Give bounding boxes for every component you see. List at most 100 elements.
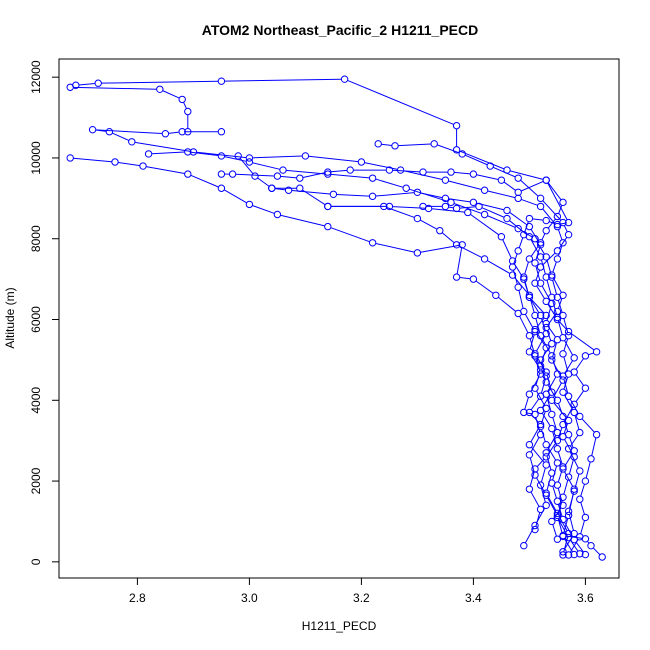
series-segment	[547, 303, 557, 318]
series-segment	[487, 260, 511, 274]
series-segment	[569, 437, 574, 448]
data-point	[324, 168, 332, 176]
data-point	[581, 384, 590, 392]
data-point	[508, 263, 517, 271]
series-segment	[224, 156, 247, 162]
series-segment	[509, 220, 528, 236]
data-point	[525, 331, 534, 340]
data-point	[391, 142, 399, 150]
data-point	[452, 146, 461, 154]
data-point	[559, 432, 567, 441]
series-segment	[557, 518, 563, 534]
data-point	[576, 495, 584, 503]
series-segment	[398, 143, 432, 147]
data-point	[564, 218, 573, 227]
data-point	[301, 152, 310, 160]
series-segment	[547, 447, 557, 461]
series-segment	[569, 398, 579, 414]
data-point	[128, 138, 136, 146]
data-point	[531, 259, 539, 267]
data-point	[469, 275, 478, 283]
series-segment	[536, 241, 545, 255]
series-segment	[441, 232, 455, 244]
series-segment	[580, 483, 585, 497]
series-segment	[487, 190, 516, 199]
data-point	[553, 535, 562, 543]
data-point	[189, 148, 198, 156]
series-segment	[535, 265, 541, 281]
data-point	[531, 471, 539, 479]
series-segment	[564, 360, 573, 374]
series-segment	[151, 151, 185, 155]
series-segment	[535, 247, 541, 261]
series-segment	[575, 374, 584, 386]
data-point	[542, 216, 550, 225]
series-segment	[386, 207, 415, 218]
series-segment	[574, 415, 580, 430]
data-point	[587, 455, 595, 463]
data-point	[525, 214, 534, 223]
data-point	[553, 445, 562, 453]
data-point	[503, 214, 511, 223]
series-segment	[78, 83, 96, 86]
series-segment	[437, 144, 460, 154]
data-point	[156, 85, 164, 93]
data-point	[531, 325, 539, 334]
data-point	[559, 198, 567, 207]
series-segment	[448, 180, 482, 190]
series-segment	[530, 299, 540, 314]
series-segment	[509, 211, 528, 226]
series-segment	[101, 80, 219, 84]
data-point	[570, 529, 578, 538]
series-segment	[252, 162, 281, 170]
series-segment	[547, 376, 557, 392]
series-segment	[541, 350, 546, 364]
series-segment	[588, 352, 594, 356]
series-segment	[470, 213, 500, 236]
series-segment	[564, 536, 573, 550]
series-segment	[530, 245, 540, 257]
data-point	[536, 279, 545, 287]
data-point	[480, 210, 489, 219]
series-segment	[557, 504, 563, 517]
data-point	[531, 311, 539, 320]
series-segment	[381, 143, 392, 146]
data-point	[441, 194, 450, 203]
data-point	[559, 548, 567, 556]
data-point	[542, 176, 550, 184]
data-point	[105, 128, 114, 136]
series-segment	[375, 242, 415, 253]
series-segment	[330, 173, 370, 179]
data-point	[374, 140, 382, 148]
series-segment	[575, 390, 584, 402]
data-point	[559, 420, 567, 429]
series-segment	[530, 491, 540, 507]
series-segment	[475, 280, 494, 294]
data-point	[536, 406, 545, 415]
data-point	[553, 370, 562, 378]
series-segment	[563, 423, 569, 434]
data-point	[531, 521, 539, 530]
x-axis-label: H1211_PECD	[302, 619, 377, 633]
series-segment	[568, 514, 574, 531]
data-point	[536, 239, 545, 247]
series-segment	[570, 333, 595, 351]
data-point	[564, 551, 573, 559]
data-point	[402, 184, 410, 192]
data-point	[553, 396, 562, 404]
series-segment	[535, 269, 541, 281]
series-segment	[540, 379, 546, 394]
series-segment	[196, 151, 247, 159]
series-segment	[552, 261, 557, 273]
data-point	[251, 172, 259, 180]
series-segment	[235, 173, 275, 177]
data-point	[548, 424, 556, 433]
series-segment	[542, 252, 556, 266]
series-segment	[375, 192, 415, 197]
data-point	[503, 206, 511, 215]
data-point	[419, 202, 427, 211]
series-segment	[530, 427, 540, 443]
series-segment	[459, 206, 476, 209]
series-segment	[456, 247, 463, 275]
